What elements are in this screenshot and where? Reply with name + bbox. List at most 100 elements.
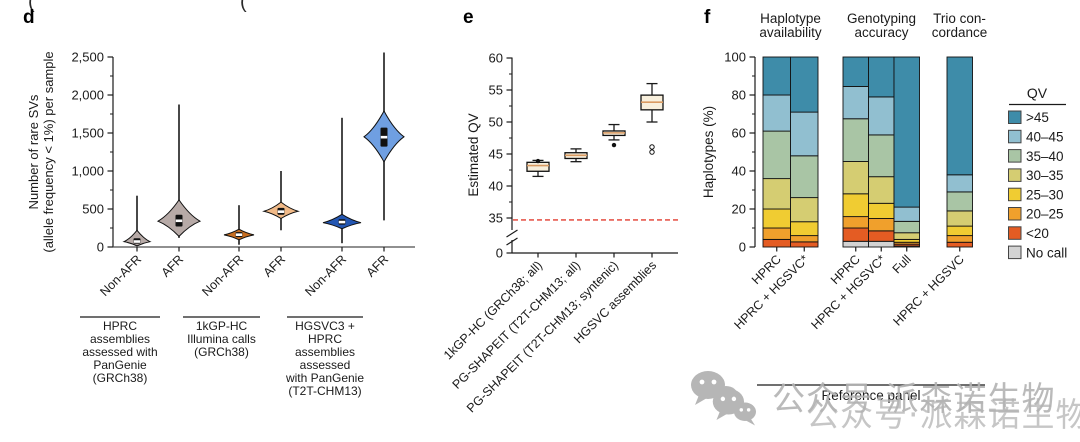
stacked-bar [868, 56, 895, 248]
y-tick-label: 60 [489, 51, 503, 66]
legend-title: QV [1027, 85, 1048, 101]
bar-segment [946, 191, 973, 212]
violin-afr-group0 [156, 104, 202, 238]
watermark-text: 公众号·派森诺生物 [772, 379, 1056, 418]
panel-label-f: f [704, 7, 711, 28]
legend-swatch [1008, 187, 1022, 202]
bar-segment [868, 202, 895, 219]
bar-segment [868, 240, 895, 248]
x-axis-label: Reference panel [821, 388, 920, 403]
boxplot [602, 123, 626, 148]
bar-segment [790, 197, 819, 223]
y-axis-label: Estimated QV [466, 113, 481, 196]
y-tick-label: 55 [489, 83, 503, 98]
violin-median [235, 233, 243, 236]
bar-segment [762, 130, 791, 180]
y-tick-label: 20 [732, 202, 746, 217]
bar-segment [868, 134, 895, 178]
legend-label: 35–40 [1026, 149, 1064, 164]
x-tick-label: Full [890, 252, 914, 276]
y-tick-label: 40 [732, 164, 746, 179]
legend-swatch [1008, 149, 1022, 163]
bar-segment [762, 227, 791, 240]
boxplot [526, 158, 550, 178]
bar-segment [868, 56, 895, 98]
box-iqr [526, 161, 550, 172]
y-axis-label: Number of rare SVs [26, 94, 41, 209]
y-tick-label: 0 [97, 240, 104, 255]
y-tick-label: 500 [82, 202, 104, 217]
violin-median [380, 135, 388, 139]
outlier-circle [649, 144, 655, 150]
stacked-bar [893, 56, 920, 248]
y-tick-label: 0 [739, 240, 746, 255]
violin-nonafr-group0 [122, 195, 152, 247]
bar-segment [868, 176, 895, 204]
bar-segment [842, 85, 869, 120]
bar-segment [790, 111, 819, 157]
boxplot [564, 148, 588, 163]
y-tick-label: 35 [489, 211, 503, 226]
x-tick-label: PG-SHAPEIT (T2T-CHM13; syntenic) [464, 258, 621, 415]
legend-label: 25–30 [1026, 187, 1064, 202]
legend-label: No call [1026, 245, 1067, 260]
legend-swatch [1008, 110, 1022, 124]
group-label: (T2T-CHM13) [288, 384, 361, 398]
group-label: (GRCh38) [93, 371, 148, 385]
stacked-bar [790, 56, 819, 248]
y-tick-label: 60 [732, 126, 746, 141]
outlier-dot [535, 158, 541, 164]
boxplot [640, 82, 664, 155]
bar-segment [790, 241, 819, 248]
y-tick-label: 45 [489, 147, 503, 162]
violin-nonafr-group2 [322, 117, 362, 244]
bar-segment [842, 118, 869, 162]
x-tick-label: Non-AFR [302, 252, 349, 299]
y-tick-label: 40 [489, 179, 503, 194]
violin-median [277, 210, 285, 213]
wechat-icon [691, 371, 756, 426]
violin-median [133, 240, 141, 243]
legend-label: <20 [1026, 226, 1049, 241]
y-tick-label: 1,500 [71, 126, 104, 141]
group-label: HGSVC3 + [295, 319, 355, 333]
y-tick-label: 1,000 [71, 164, 104, 179]
cropped-glyph: ( [240, 0, 247, 13]
outlier-dot [611, 142, 617, 148]
watermark-text: 公众号·派森诺生物 [806, 395, 1080, 434]
y-axis-label: (allele frequency < 1%) per sample [41, 51, 56, 252]
group-label: Illumina calls [187, 332, 256, 346]
bar-segment [842, 161, 869, 195]
bar-segment [842, 240, 869, 248]
bar-segment [790, 235, 819, 243]
group-label: 1kGP-HC [196, 319, 248, 333]
legend-label: 40–45 [1026, 130, 1064, 145]
bar-segment [762, 94, 791, 132]
y-tick-label: 0 [496, 246, 503, 261]
bar-segment [790, 221, 819, 237]
bar-segment [893, 206, 920, 222]
bar-segment [946, 56, 973, 176]
group-label: HPRC [308, 332, 342, 346]
bar-segment [762, 208, 791, 229]
bar-segment [762, 238, 791, 248]
violin-nonafr-group1 [223, 205, 255, 245]
column-header: accuracy [854, 25, 908, 40]
legend-swatch [1008, 207, 1022, 221]
panel-label-e: e [463, 7, 474, 28]
group-label: HPRC [103, 319, 137, 333]
x-tick-label: AFR [261, 252, 289, 280]
bar-segment [790, 155, 819, 199]
y-tick-label: 2,000 [71, 88, 104, 103]
stacked-bar [946, 56, 973, 248]
legend-label: 30–35 [1026, 168, 1064, 183]
violin-median [338, 220, 346, 224]
legend-label: 20–25 [1026, 207, 1064, 222]
bar-segment [946, 210, 973, 227]
group-label: PanGenie [93, 358, 147, 372]
stacked-bar [842, 56, 869, 248]
violin-body [122, 229, 152, 247]
